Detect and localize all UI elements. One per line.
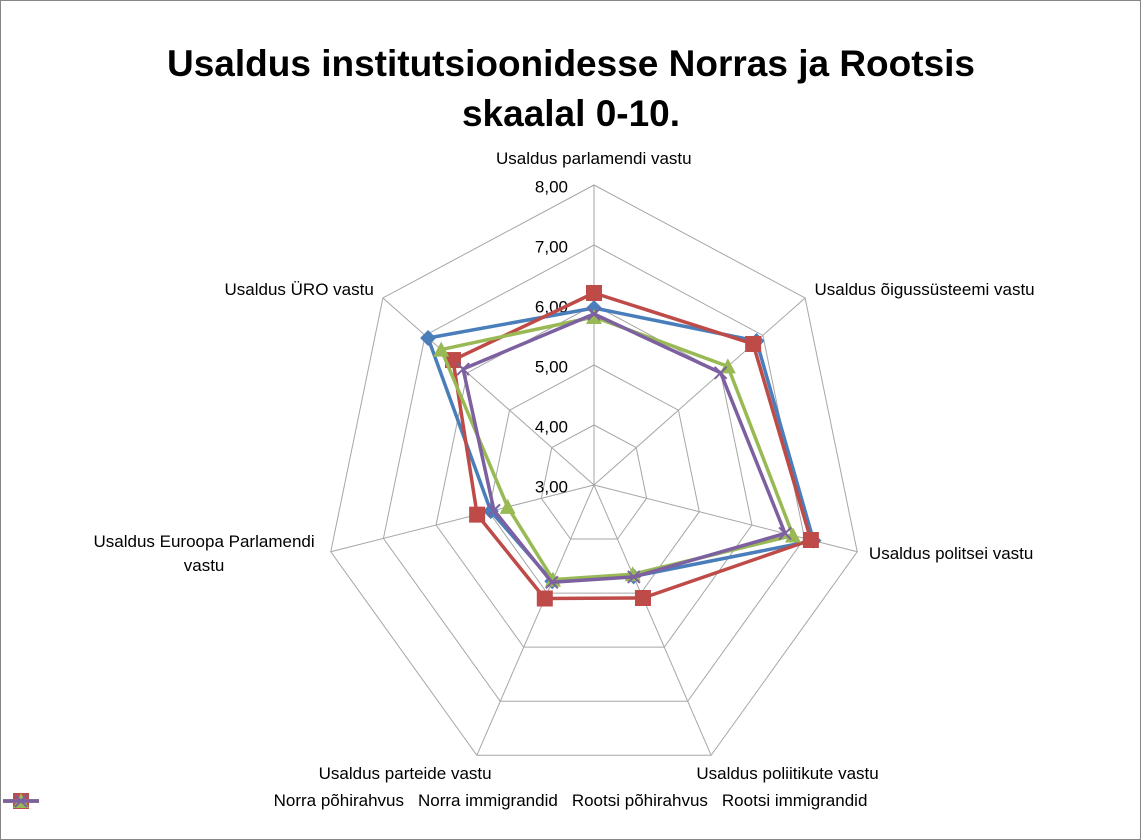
axis-tick-label: 6,00 — [535, 297, 568, 316]
spoke — [593, 484, 712, 756]
marker — [536, 590, 553, 607]
category-label: Usaldus poliitikute vastu — [696, 764, 879, 784]
grid-ring — [540, 424, 648, 540]
series-line — [439, 315, 795, 582]
marker — [586, 285, 602, 301]
marker — [745, 335, 762, 352]
marker — [627, 570, 641, 584]
spoke — [382, 297, 595, 486]
axis-tick-label: 7,00 — [535, 237, 568, 256]
category-label: Usaldus politsei vastu — [868, 544, 1034, 564]
marker — [499, 498, 516, 514]
category-label: Usaldus Euroopa Parlamendi vastu — [93, 532, 315, 576]
marker — [420, 329, 437, 346]
marker — [586, 300, 602, 316]
marker — [802, 532, 819, 549]
category-label: Usaldus parlamendi vastu — [496, 149, 692, 168]
legend-item: Norra põhirahvus — [3, 791, 404, 811]
marker — [433, 341, 450, 357]
legend-item: Norra immigrandid — [3, 791, 558, 811]
marker — [587, 307, 601, 321]
grid-ring — [488, 364, 700, 594]
axis-tick-label: 3,00 — [535, 477, 568, 496]
axis-tick-label: 8,00 — [535, 177, 568, 196]
marker — [545, 575, 559, 590]
legend-label: Rootsi immigrandid — [721, 791, 868, 810]
grid-ring — [330, 184, 858, 756]
marker — [456, 362, 470, 376]
axis-tick-label: 5,00 — [535, 357, 568, 376]
series-line — [461, 312, 787, 585]
marker — [469, 506, 486, 523]
legend-swatch — [3, 794, 39, 808]
grid-ring — [382, 244, 806, 702]
spoke — [593, 297, 806, 486]
marker — [713, 366, 728, 380]
legend-label: Rootsi põhirahvus — [571, 791, 708, 810]
axis-tick-label: 4,00 — [535, 417, 568, 436]
legend-label: Norra põhirahvus — [273, 791, 404, 810]
chart-title: Usaldus institutsioonidesse Norras ja Ro… — [166, 43, 976, 134]
legend-item: Rootsi immigrandid — [3, 791, 868, 811]
marker — [634, 589, 651, 606]
spoke — [476, 484, 595, 756]
legend-item: Rootsi põhirahvus — [3, 791, 708, 811]
marker — [586, 309, 602, 324]
category-label: Usaldus ÜRO vastu — [224, 280, 374, 300]
spoke — [330, 484, 595, 553]
category-label: Usaldus parteide vastu — [318, 764, 492, 784]
legend: Norra põhirahvus Norra immigrandid Rootsi … — [1, 791, 1140, 811]
marker — [14, 794, 28, 808]
category-label: Usaldus õigussüsteemi vastu — [814, 280, 1035, 300]
marker — [778, 526, 792, 541]
legend-label: Norra immigrandid — [418, 791, 558, 810]
marker — [487, 503, 501, 518]
